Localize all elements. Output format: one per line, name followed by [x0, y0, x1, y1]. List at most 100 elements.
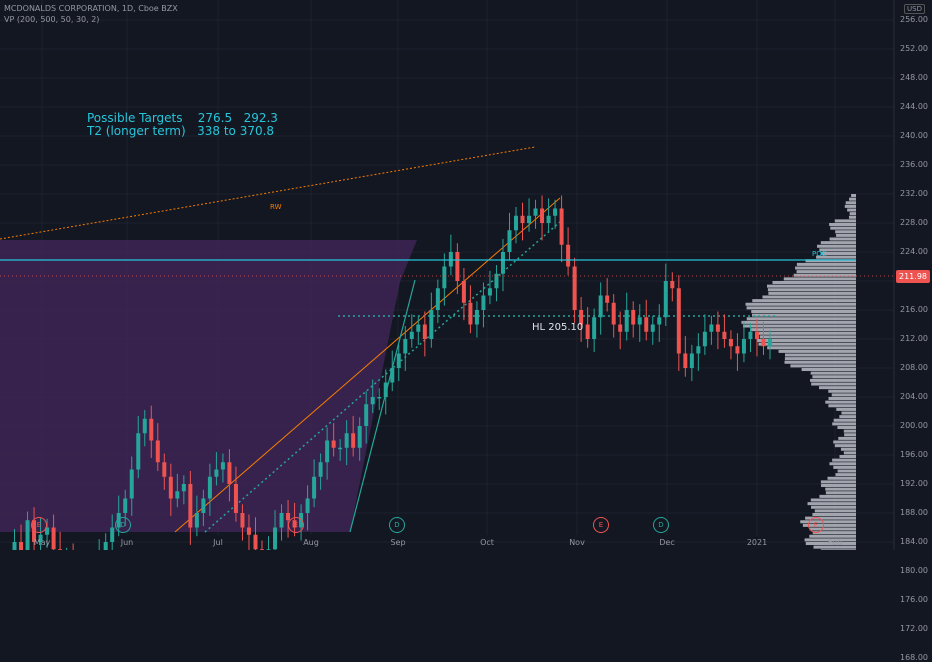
candle-body — [12, 542, 17, 550]
poc-label: POC — [812, 250, 827, 258]
x-tick-label: Nov — [569, 538, 585, 547]
candle-body — [611, 302, 616, 325]
y-tick-label: 252.00 — [900, 44, 928, 53]
earnings-marker[interactable]: E — [593, 517, 609, 533]
dividend-marker[interactable]: D — [653, 517, 669, 533]
y-tick-label: 212.00 — [900, 334, 928, 343]
profile-bar — [768, 291, 856, 295]
profile-bar — [832, 422, 856, 426]
candle-body — [585, 324, 590, 339]
profile-bar — [843, 451, 856, 455]
candle-body — [663, 281, 668, 318]
candle-body — [429, 310, 434, 339]
x-tick-label: Dec — [659, 538, 675, 547]
candle-body — [149, 418, 154, 441]
profile-bar — [834, 444, 856, 448]
profile-bar — [847, 208, 856, 212]
profile-bar — [821, 484, 856, 488]
candle-body — [702, 331, 707, 347]
earnings-marker[interactable]: E — [288, 517, 304, 533]
y-tick-label: 248.00 — [900, 73, 928, 82]
candle-body — [579, 310, 584, 325]
profile-bar — [834, 219, 856, 223]
candle-body — [357, 426, 362, 448]
y-tick-label: 240.00 — [900, 131, 928, 140]
profile-bar — [836, 233, 856, 237]
profile-bar — [839, 415, 856, 419]
currency-badge[interactable]: USD — [904, 4, 925, 14]
y-tick-label: 228.00 — [900, 218, 928, 227]
candle-body — [168, 476, 173, 499]
y-tick-label: 244.00 — [900, 102, 928, 111]
y-tick-label: 224.00 — [900, 247, 928, 256]
candle-body — [312, 476, 317, 499]
profile-bar — [833, 418, 856, 422]
profile-bar — [800, 520, 856, 524]
candle-body — [103, 542, 108, 550]
profile-bar — [767, 346, 856, 350]
profile-bar — [828, 397, 856, 401]
profile-bar — [807, 502, 856, 506]
profile-bar — [805, 259, 856, 263]
candle-body — [19, 542, 24, 550]
candle-body — [546, 215, 551, 223]
profile-bar — [746, 317, 856, 321]
y-tick-label: 196.00 — [900, 450, 928, 459]
profile-bar — [759, 335, 856, 339]
candle-body — [25, 520, 30, 550]
earnings-marker[interactable]: E — [31, 517, 47, 533]
profile-bar — [832, 458, 856, 462]
profile-bar — [811, 505, 856, 509]
candle-body — [214, 469, 219, 477]
profile-bar — [828, 389, 856, 393]
earnings-marker[interactable]: E — [808, 517, 824, 533]
candle-body — [683, 353, 688, 368]
hl-label: HL 205.10 — [532, 322, 584, 333]
profile-bar — [802, 523, 856, 527]
teal-curve-line — [349, 279, 416, 533]
candle-body — [735, 346, 740, 354]
dividend-marker[interactable]: D — [115, 517, 131, 533]
candle-body — [481, 295, 486, 310]
x-tick-label: Oct — [480, 538, 494, 547]
dividend-marker[interactable]: D — [389, 517, 405, 533]
candle-body — [644, 317, 649, 332]
candle-body — [227, 462, 232, 484]
candle-body — [618, 324, 623, 332]
profile-bar — [844, 204, 856, 208]
candle-body — [748, 331, 753, 339]
candle-body — [220, 462, 225, 470]
candle-body — [207, 476, 212, 499]
candles — [12, 195, 772, 550]
profile-bar — [812, 375, 856, 379]
candle-body — [709, 324, 714, 332]
profile-bar — [851, 194, 856, 198]
x-tick-label: 2021 — [746, 538, 768, 547]
candle-body — [240, 513, 245, 528]
profile-bar — [758, 342, 856, 346]
profile-bar — [833, 440, 856, 444]
profile-bar — [818, 386, 856, 390]
profile-bar — [829, 237, 856, 241]
profile-bar — [804, 538, 856, 542]
x-tick-label: Jul — [213, 538, 223, 547]
indicator-label[interactable]: VP (200, 500, 50, 30, 2) — [4, 15, 100, 24]
y-tick-label: 232.00 — [900, 189, 928, 198]
profile-bar — [772, 281, 856, 285]
candle-body — [273, 527, 278, 550]
profile-bar — [784, 353, 856, 357]
candle-body — [500, 252, 505, 274]
profile-bar — [746, 306, 856, 310]
profile-bar — [812, 531, 856, 535]
profile-bar — [831, 393, 856, 397]
price-chart[interactable] — [0, 0, 932, 550]
candle-body — [461, 281, 466, 303]
candle-body — [592, 317, 597, 339]
candle-body — [631, 310, 636, 325]
candle-body — [331, 440, 336, 448]
candle-body — [175, 491, 180, 499]
rw-label: RW — [270, 203, 282, 211]
candle-body — [286, 513, 291, 521]
profile-bar — [829, 223, 856, 227]
